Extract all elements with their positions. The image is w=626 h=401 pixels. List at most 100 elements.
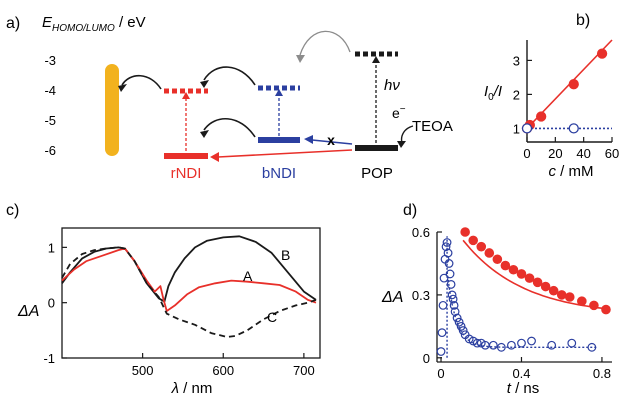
d-data-point xyxy=(456,321,466,331)
arrowhead xyxy=(118,84,127,92)
d-data-point xyxy=(458,326,468,335)
d-data-point xyxy=(507,340,516,350)
d-data-point xyxy=(527,336,536,346)
c-series-label-c: C xyxy=(267,309,277,325)
bndi-label: bNDI xyxy=(262,165,296,182)
d-data-point xyxy=(454,317,464,327)
pop-label: POP xyxy=(361,165,393,182)
b-xlabel: c / mM xyxy=(549,163,594,180)
panel-a-axis-label: EHOMO/LUMO / eV xyxy=(42,14,146,34)
panel-b: b) 0 20 40 60 1 2 3 I0/I c / mM xyxy=(484,12,619,180)
panel-d-ticks: 0 0.4 0.8 0 0.3 0.6 xyxy=(412,225,611,381)
blocked-mark: x xyxy=(327,132,335,148)
d-data-point xyxy=(508,264,519,275)
et-arrow-bndi-homo xyxy=(203,117,256,138)
c-ylabel: ΔA xyxy=(17,303,39,320)
gold-rod xyxy=(105,64,119,156)
d-data-point xyxy=(577,296,587,306)
b-data-point xyxy=(568,123,579,134)
electron-label: e− xyxy=(392,104,406,121)
panel-d-marks xyxy=(436,227,611,358)
b-ytick-label: 3 xyxy=(513,53,520,68)
panel-a-label: a) xyxy=(6,15,20,32)
d-data-point xyxy=(450,307,460,317)
d-data-point xyxy=(548,285,559,296)
d-data-point xyxy=(437,328,447,338)
d-data-point xyxy=(564,292,575,302)
b-ytick-label: 1 xyxy=(513,121,520,136)
panel-c-marks xyxy=(61,235,317,338)
d-ytick-label: 0 xyxy=(423,351,430,366)
et-arrow-pop-to-bndi xyxy=(299,30,351,56)
panel-c-ticks: 500 600 700 1 0 -1 xyxy=(43,240,314,378)
b-xtick-label: 60 xyxy=(605,146,619,161)
tick-label: -4 xyxy=(44,83,56,98)
d-data-point xyxy=(444,259,454,268)
d-data-point xyxy=(500,260,511,271)
et-arrow-bndi-to-rndi xyxy=(203,66,256,86)
c-xlabel: λ / nm xyxy=(171,380,213,397)
et-arrow-rndi-to-rod xyxy=(121,74,162,90)
d-data-point xyxy=(567,338,577,348)
b-ylabel: I0/I xyxy=(484,83,502,103)
d-data-point xyxy=(488,340,498,350)
arrowhead xyxy=(397,141,406,148)
pop-arrow-head xyxy=(372,56,380,63)
d-data-point xyxy=(439,273,449,283)
axis-label-main: E xyxy=(42,14,53,31)
d-xtick-label: 0.4 xyxy=(512,366,530,381)
panel-b-ticks: 0 20 40 60 1 2 3 xyxy=(513,53,619,161)
c-xtick-label: 500 xyxy=(132,363,154,378)
arrowhead xyxy=(210,152,219,162)
axis-label-sub: HOMO/LUMO xyxy=(52,23,115,34)
d-fit-line xyxy=(462,239,609,310)
d-xtick-label: 0.8 xyxy=(593,366,611,381)
b-data-point xyxy=(536,111,547,122)
c-ytick-label: 0 xyxy=(48,296,55,311)
panel-c: c) 500 600 700 1 0 -1 ΔA λ / nm B A C xyxy=(6,202,321,397)
d-data-point xyxy=(517,338,526,348)
d-data-point xyxy=(460,227,470,237)
d-data-point xyxy=(492,254,503,265)
panel-d: d) 0 0.4 0.8 0 0.3 0.6 ΔA t / ns xyxy=(381,202,612,397)
d-data-point xyxy=(442,238,452,247)
d-xtick-label: 0 xyxy=(437,366,444,381)
b-data-point xyxy=(596,48,608,59)
d-data-point xyxy=(449,300,459,310)
d-data-point xyxy=(589,300,599,311)
arrowhead xyxy=(200,80,209,88)
c-ytick-label: -1 xyxy=(43,351,55,366)
b-data-point xyxy=(568,79,579,90)
c-frame xyxy=(61,227,321,359)
d-data-point xyxy=(446,280,456,289)
c-series-line xyxy=(61,246,317,338)
d-data-point xyxy=(516,269,527,279)
panel-a-ticks: -3 -4 -5 -6 xyxy=(44,53,56,158)
panel-a: a) EHOMO/LUMO / eV -3 -4 -5 -6 rNDI bNDI… xyxy=(6,14,453,182)
d-data-point xyxy=(601,304,611,315)
panel-d-label: d) xyxy=(403,202,417,219)
d-data-point xyxy=(436,347,446,356)
axis-label-unit: / eV xyxy=(115,14,146,31)
tick-label: -6 xyxy=(44,143,56,158)
panel-b-label: b) xyxy=(576,12,590,29)
d-data-point xyxy=(441,242,451,252)
arrowhead xyxy=(296,55,305,63)
d-data-point xyxy=(452,313,462,323)
arrowhead xyxy=(200,130,209,138)
d-data-point xyxy=(438,300,448,310)
rndi-label: rNDI xyxy=(171,165,202,182)
d-data-point xyxy=(447,290,457,300)
d-data-point xyxy=(443,248,453,258)
d-data-point xyxy=(484,248,495,258)
panel-c-label: c) xyxy=(6,202,19,219)
d-ytick-label: 0.3 xyxy=(412,288,430,303)
b-data-point xyxy=(521,123,533,134)
d-ylabel: ΔA xyxy=(381,289,403,306)
tick-label: -3 xyxy=(44,53,56,68)
d-data-point xyxy=(547,340,557,350)
blocked-transfer-arrow xyxy=(311,139,353,145)
d-data-point xyxy=(496,342,506,352)
d-xlabel: t / ns xyxy=(507,380,540,397)
